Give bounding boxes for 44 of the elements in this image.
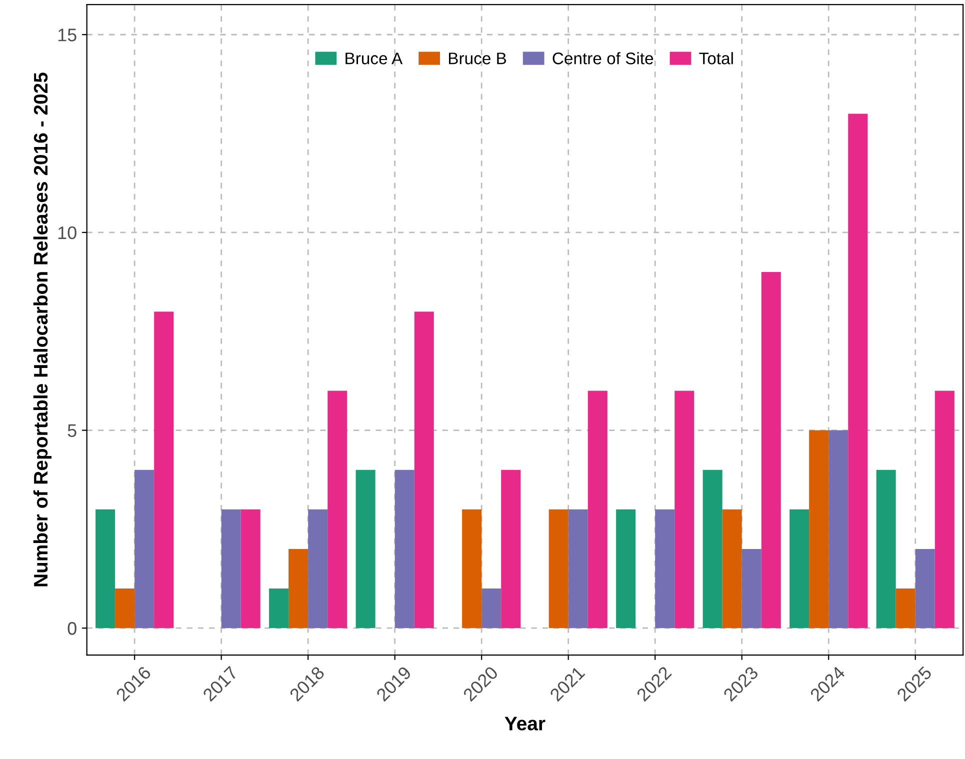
bar (934, 390, 954, 628)
bar (308, 509, 328, 628)
bar (134, 470, 154, 628)
x-axis-title: Year (504, 716, 546, 730)
legend-label: Bruce A (346, 52, 403, 64)
bar (501, 470, 521, 628)
bar (240, 509, 260, 628)
bar (876, 470, 896, 628)
bar (790, 509, 810, 628)
bar (414, 312, 434, 628)
bar (702, 470, 722, 628)
bar (828, 430, 848, 628)
bar (269, 588, 289, 628)
y-tick-label: 0 (68, 622, 76, 635)
bar (674, 390, 694, 628)
bar (115, 588, 135, 628)
bar (616, 509, 636, 628)
legend-label: Total (699, 52, 733, 64)
bar (809, 430, 829, 628)
bar (915, 548, 935, 628)
bar (568, 509, 588, 628)
bar (394, 470, 414, 628)
y-tick-label: 15 (58, 28, 76, 42)
bar (655, 509, 675, 628)
bar (96, 509, 116, 628)
bar (896, 588, 916, 628)
y-tick-label: 10 (58, 226, 76, 240)
bar (722, 509, 742, 628)
bar (848, 114, 868, 628)
legend-label: Bruce B (448, 52, 506, 64)
y-tick-label: 5 (68, 424, 76, 438)
bar (462, 509, 482, 628)
bar (588, 390, 608, 628)
legend-label: Centre of Site (552, 52, 654, 64)
bar (761, 272, 781, 628)
bar (328, 390, 348, 628)
y-axis-title: Number of Reportable Halocarbon Releases 2016 - 2025 (33, 72, 52, 586)
bar (482, 588, 502, 628)
bar (548, 509, 568, 628)
bar (742, 548, 762, 628)
bar (356, 470, 376, 628)
bar (154, 312, 174, 628)
bar (221, 509, 241, 628)
bar (288, 548, 308, 628)
